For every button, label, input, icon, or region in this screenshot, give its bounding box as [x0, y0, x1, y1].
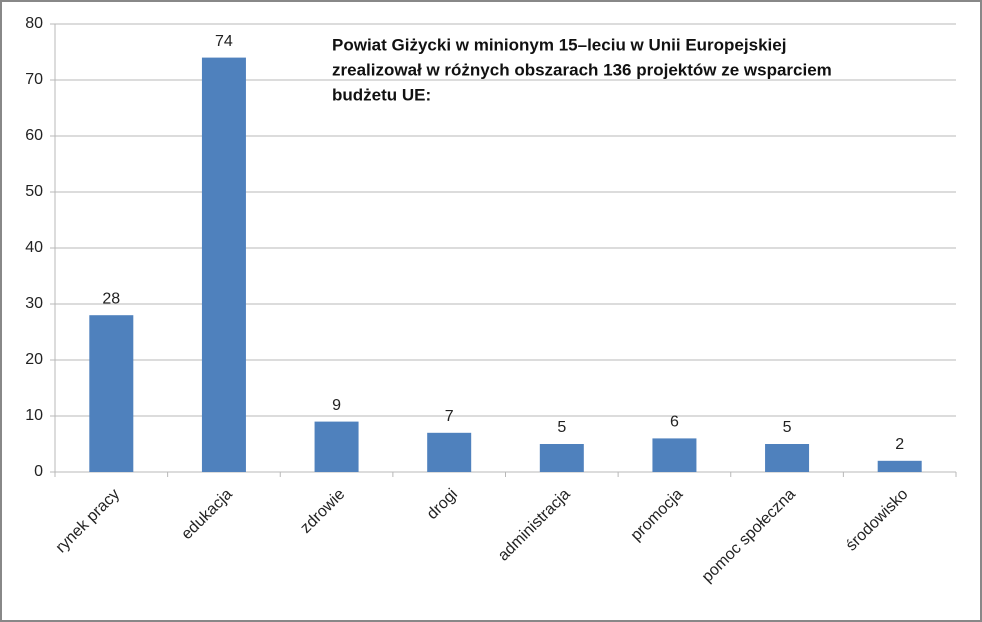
- y-tick-label: 20: [25, 351, 43, 368]
- data-label: 2: [895, 436, 904, 453]
- bar: [652, 438, 697, 472]
- data-label: 9: [332, 397, 341, 414]
- data-label: 5: [557, 419, 566, 436]
- bar: [877, 460, 922, 472]
- chart-title: zrealizował w różnych obszarach 136 proj…: [332, 60, 832, 79]
- y-tick-label: 80: [25, 15, 43, 32]
- y-tick-label: 30: [25, 295, 43, 312]
- y-tick-label: 70: [25, 71, 43, 88]
- y-tick-label: 60: [25, 127, 43, 144]
- data-label: 28: [102, 290, 120, 307]
- bar: [201, 57, 246, 472]
- bar: [314, 421, 359, 472]
- bar: [427, 432, 472, 472]
- chart-title: budżetu UE:: [332, 85, 431, 104]
- bar: [765, 444, 810, 472]
- y-tick-label: 0: [34, 463, 43, 480]
- data-label: 5: [783, 419, 792, 436]
- bar: [539, 444, 584, 472]
- chart-title: Powiat Giżycki w minionym 15–leciu w Uni…: [332, 35, 786, 54]
- data-label: 7: [445, 408, 454, 425]
- data-label: 74: [215, 33, 233, 50]
- y-tick-label: 40: [25, 239, 43, 256]
- bar: [89, 315, 134, 472]
- data-label: 6: [670, 414, 679, 431]
- y-tick-label: 10: [25, 407, 43, 424]
- y-tick-label: 50: [25, 183, 43, 200]
